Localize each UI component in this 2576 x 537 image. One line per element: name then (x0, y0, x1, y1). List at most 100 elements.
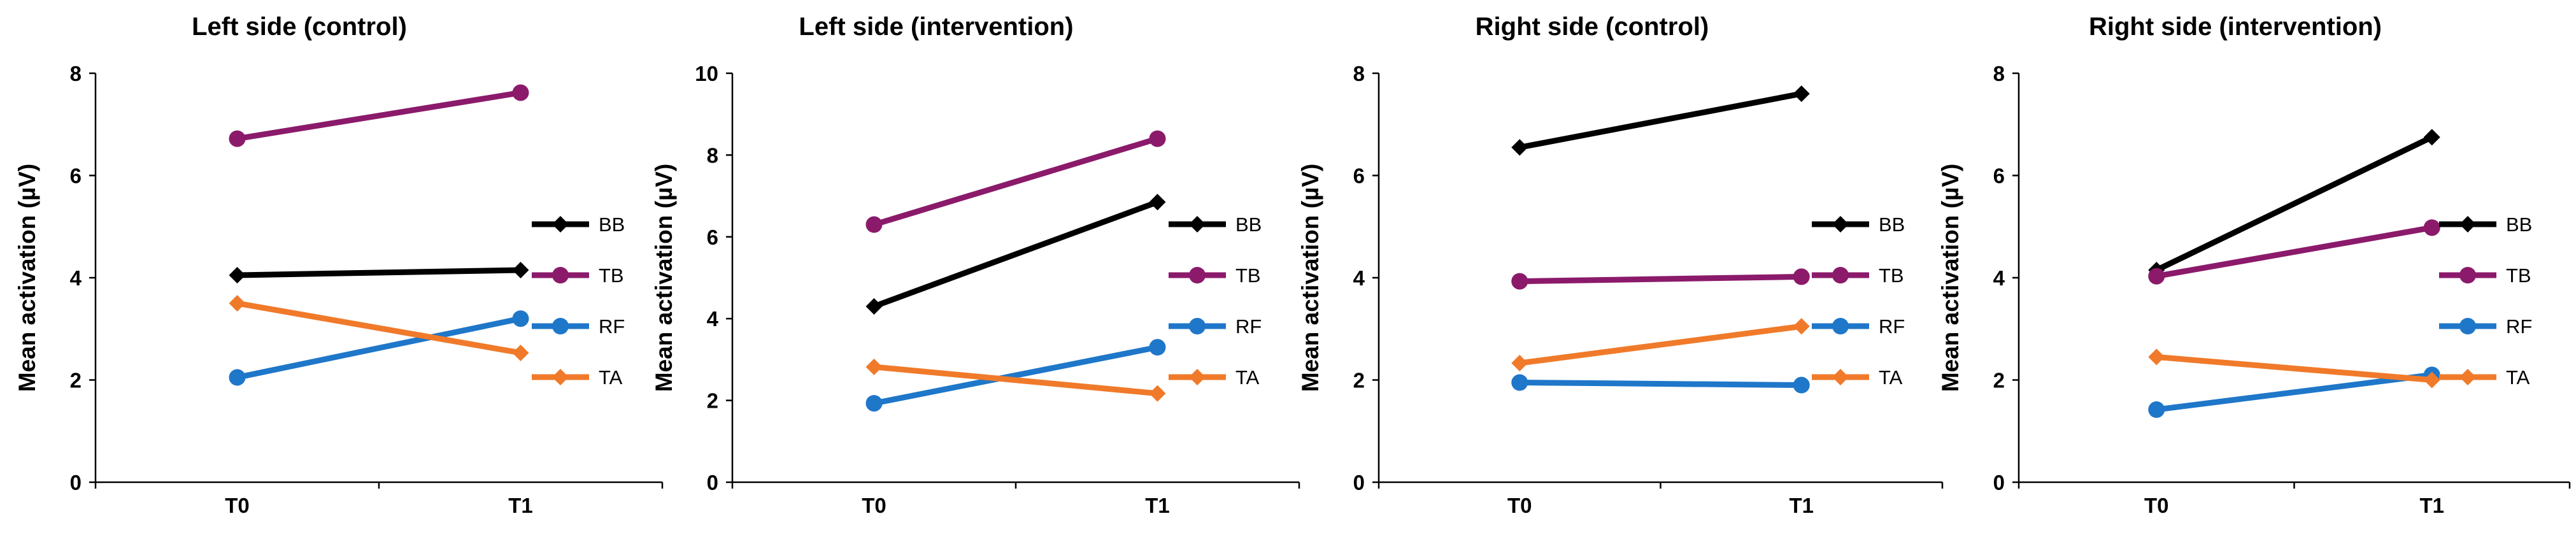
chart-2-legend-tb-label: TB (1235, 264, 1261, 287)
chart-3-legend-tb-swatch-marker (1832, 267, 1849, 283)
chart-4-series-rf-point-t0 (2148, 401, 2165, 419)
chart-2-legend-tb-swatch-marker (1189, 267, 1206, 283)
chart-2-ylabel: Mean activation (µV) (651, 164, 677, 392)
chart-4-ytick-label-0: 0 (1993, 471, 2005, 494)
chart-2-series-bb-line (872, 199, 1159, 310)
chart-1-series-bb-line (237, 267, 521, 278)
chart-3-legend-bb-label: BB (1879, 213, 1905, 236)
chart-4-series-ta-point-t0 (2148, 348, 2165, 366)
chart-3-series-tb-line (1519, 273, 1802, 285)
chart-2-ytick-label-2: 2 (707, 389, 718, 413)
chart-2-series-ta-point-t1 (1149, 385, 1166, 402)
chart-4-series-bb-line (2155, 134, 2433, 273)
chart-3-series-bb-point-t1 (1793, 85, 1810, 103)
chart-2-legend-rf-label: RF (1235, 315, 1262, 338)
chart-1-series-ta-line (236, 300, 522, 356)
chart-1: Left side (control) Mean activation (µV) 0… (14, 13, 664, 517)
chart-2-legend-bb-label: BB (1235, 213, 1262, 236)
chart-4-series-ta-line (2156, 354, 2433, 383)
chart-4-legend-rf-swatch-marker (2459, 318, 2476, 334)
chart-3-legend-bb-swatch-marker (1832, 216, 1849, 233)
chart-2-ytick-label-8: 8 (707, 143, 718, 167)
chart-3-xtick-label-t1: T1 (1789, 494, 1814, 517)
chart-3-xtick-label-t0: T0 (1507, 494, 1532, 517)
chart-2-legend-ta-swatch-marker (1189, 369, 1206, 385)
chart-1-legend-rf-swatch-marker (552, 318, 569, 334)
chart-1-legend-ta-swatch-marker (552, 369, 569, 385)
chart-3-series-tb-point-t1 (1793, 268, 1810, 285)
chart-3-series-rf-point-t1 (1793, 376, 1810, 394)
chart-3-series-ta-point-t0 (1511, 355, 1528, 372)
chart-4-series-tb-point-t0 (2148, 268, 2165, 285)
chart-4-xtick-label-t0: T0 (2144, 494, 2169, 517)
chart-2-series-tb-line (873, 136, 1158, 227)
chart-1-series-ta-point-t0 (229, 295, 246, 312)
chart-3-ytick-label-4: 4 (1353, 266, 1365, 290)
chart-1-series-ta-point-t1 (512, 344, 529, 361)
chart-1-ytick-label-2: 2 (70, 369, 82, 392)
chart-1-ytick-label-8: 8 (70, 62, 82, 85)
chart-2-xtick-label-t0: T0 (862, 494, 886, 517)
chart-4-series-rf-line (2156, 372, 2433, 413)
chart-4-series-ta-point-t1 (2423, 371, 2440, 389)
chart-2-ytick-label-4: 4 (707, 307, 719, 331)
chart-4-title: Right side (intervention) (2089, 13, 2382, 41)
chart-1-xtick-label-t0: T0 (225, 494, 250, 517)
chart-1-series-tb-point-t0 (229, 130, 246, 147)
chart-2-legend-ta-label: TA (1235, 366, 1260, 389)
chart-3-series-ta-point-t1 (1793, 318, 1810, 335)
chart-2-series-bb-point-t0 (865, 297, 883, 315)
chart-3: Right side (control) Mean activation (µV)… (1297, 13, 1944, 517)
chart-2-series-tb-point-t0 (865, 216, 883, 233)
chart-1-legend-ta-label: TA (599, 366, 623, 389)
chart-3-series-ta-line (1519, 323, 1802, 366)
chart-1-ytick-label-0: 0 (70, 471, 82, 494)
chart-3-series-rf-point-t0 (1511, 374, 1528, 391)
chart-4-xtick-label-t1: T1 (2419, 494, 2444, 517)
chart-1-ytick-label-4: 4 (70, 266, 82, 290)
chart-2-legend-bb-swatch-marker (1189, 216, 1206, 233)
chart-1-series-rf-point-t1 (512, 310, 529, 327)
chart-4-ytick-label-6: 6 (1993, 164, 2005, 188)
chart-4: Right side (intervention) Mean activation… (1937, 13, 2571, 517)
chart-1-legend-bb-label: BB (599, 213, 625, 236)
chart-3-ytick-label-0: 0 (1353, 471, 1365, 494)
chart-1-xtick-label-t1: T1 (508, 494, 533, 517)
chart-2: Left side (intervention) Mean activation … (651, 13, 1300, 517)
chart-3-legend-ta-swatch-marker (1832, 369, 1849, 385)
chart-2-ytick-label-0: 0 (707, 471, 718, 494)
chart-1-series-tb-line (236, 90, 522, 142)
chart-1-series-rf-point-t0 (229, 369, 246, 386)
chart-2-series-rf-point-t0 (865, 395, 883, 412)
chart-4-legend-tb-swatch-marker (2459, 267, 2476, 283)
chart-1-legend-bb-swatch-marker (552, 216, 569, 233)
chart-4-legend-ta-swatch-marker (2459, 369, 2476, 385)
chart-3-ytick-label-8: 8 (1353, 62, 1365, 85)
chart-1-ytick-label-6: 6 (70, 164, 82, 188)
chart-2-ytick-label-6: 6 (707, 226, 718, 249)
chart-4-legend-ta-label: TA (2506, 366, 2530, 389)
chart-4-legend-tb-label: TB (2506, 264, 2531, 287)
chart-3-ytick-label-6: 6 (1353, 164, 1365, 188)
chart-2-series-ta-line (874, 364, 1158, 397)
chart-2-series-ta-point-t0 (865, 358, 883, 375)
chart-4-series-tb-line (2156, 224, 2433, 280)
chart-3-legend-rf-swatch-marker (1832, 318, 1849, 334)
chart-3-ytick-label-2: 2 (1353, 369, 1365, 392)
chart-1-legend-rf-label: RF (599, 315, 625, 338)
chart-3-series-bb-line (1519, 90, 1802, 150)
chart-4-series-bb-point-t1 (2423, 129, 2440, 146)
chart-3-series-tb-point-t0 (1511, 273, 1528, 290)
chart-2-series-rf-line (873, 344, 1158, 406)
chart-3-legend-rf-label: RF (1879, 315, 1905, 338)
chart-1-series-rf-line (236, 315, 522, 380)
chart-4-ylabel: Mean activation (µV) (1937, 164, 1963, 392)
chart-4-legend-bb-label: BB (2506, 213, 2532, 236)
chart-3-series-bb-point-t0 (1511, 139, 1528, 156)
chart-1-legend-tb-label: TB (599, 264, 624, 287)
chart-3-title: Right side (control) (1476, 13, 1709, 41)
chart-4-legend-rf-label: RF (2506, 315, 2532, 338)
chart-4-ytick-label-4: 4 (1993, 266, 2005, 290)
chart-2-title: Left side (intervention) (799, 13, 1073, 41)
